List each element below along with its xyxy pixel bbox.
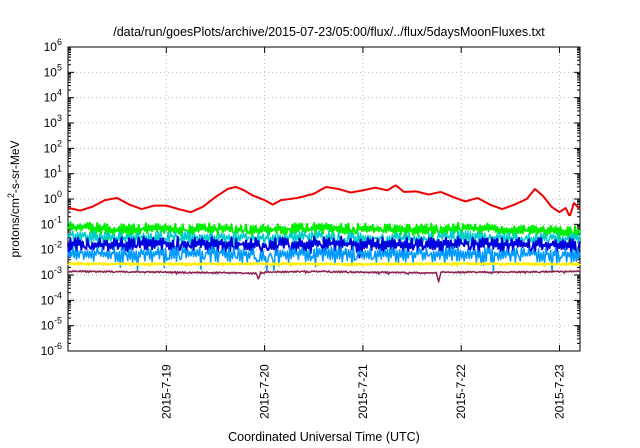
y-tick-label: 10-4 xyxy=(41,290,62,307)
x-tick-label: 2015-7-19 xyxy=(159,364,173,419)
y-tick-label: 105 xyxy=(44,62,62,79)
x-tick-label: 2015-7-22 xyxy=(454,364,468,419)
series-line-4 xyxy=(67,235,581,259)
data-series xyxy=(67,184,581,283)
y-tick-label: 100 xyxy=(44,189,62,206)
x-axis-label: Coordinated Universal Time (UTC) xyxy=(228,430,420,444)
axis-ticks xyxy=(68,46,580,352)
x-tick-labels: 2015-7-19 2015-7-20 2015-7-21 2015-7-22 2015… xyxy=(159,364,566,419)
y-tick-label: 10-1 xyxy=(41,214,62,231)
x-tick-label: 2015-7-23 xyxy=(553,364,567,419)
y-tick-label: 10-5 xyxy=(41,316,62,333)
series-line-7 xyxy=(67,269,581,283)
x-tick-label: 2015-7-20 xyxy=(258,364,272,419)
y-tick-label: 10-3 xyxy=(41,265,62,282)
y-tick-label: 106 xyxy=(44,37,62,54)
y-tick-label: 10-2 xyxy=(41,240,62,257)
y-tick-label: 104 xyxy=(44,88,62,105)
y-tick-label: 101 xyxy=(44,164,62,181)
y-tick-label: 103 xyxy=(44,113,62,130)
series-line-1 xyxy=(67,184,581,217)
y-tick-label: 102 xyxy=(44,138,62,155)
y-axis-label: protons/cm2-s-sr-MeV xyxy=(6,140,22,257)
y-tick-label: 10-6 xyxy=(41,341,62,358)
series-line-6 xyxy=(67,261,581,268)
x-tick-label: 2015-7-21 xyxy=(356,364,370,419)
series-line-2 xyxy=(67,221,581,243)
chart-title: /data/run/goesPlots/archive/2015-07-23/0… xyxy=(113,25,545,39)
y-tick-labels: 10-6 10-5 10-4 10-3 10-2 10-1 100 101 102 103 104 1… xyxy=(41,37,62,358)
series-line-5 xyxy=(67,245,581,272)
grid-lines xyxy=(68,47,580,351)
